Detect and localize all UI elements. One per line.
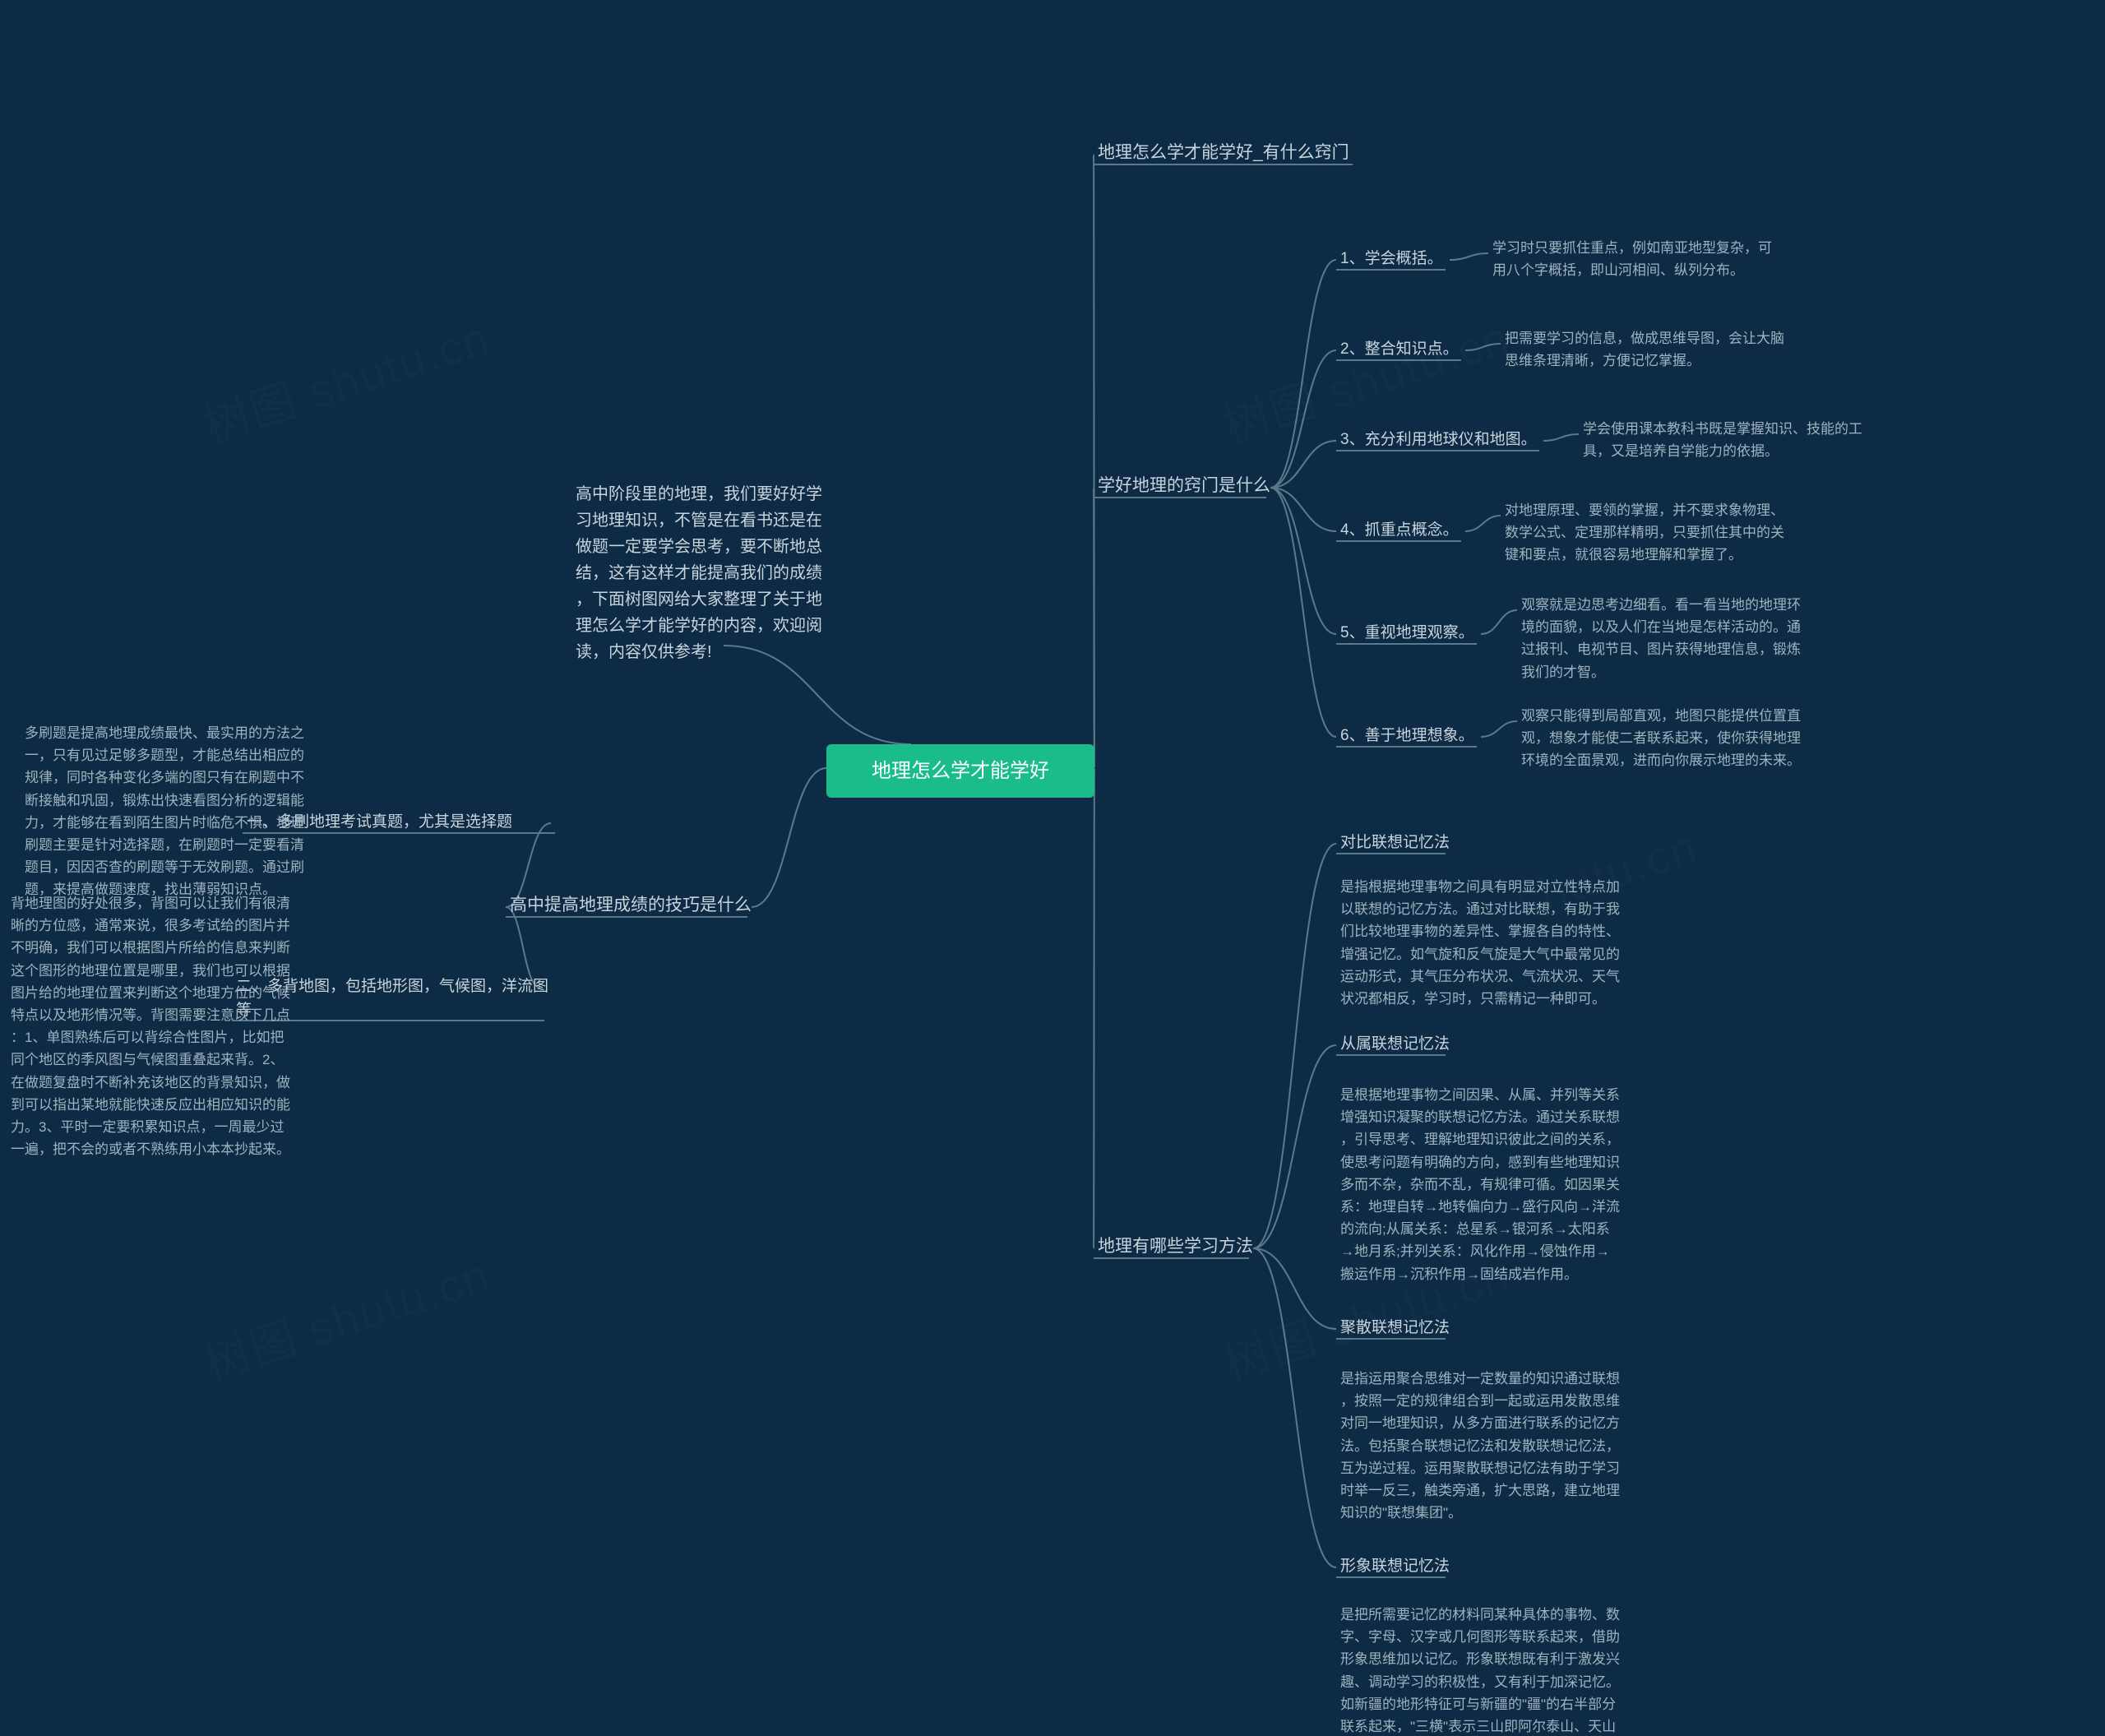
branch-left[interactable]: 高中提高地理成绩的技巧是什么: [510, 892, 752, 919]
leaf-r2c[interactable]: 3、充分利用地球仪和地图。: [1340, 428, 1537, 451]
leaf-r2f[interactable]: 6、善于地理想象。: [1340, 724, 1474, 748]
leaf-r2d[interactable]: 4、抓重点概念。: [1340, 518, 1459, 542]
desc-r3c: 是指运用聚合思维对一定数量的知识通过联想 ，按照一定的规律组合到一起或运用发散思…: [1340, 1368, 1694, 1524]
desc-l1: 多刷题是提高地理成绩最快、最实用的方法之 一，只有见过足够多题型，才能总结出相应…: [25, 722, 378, 901]
desc-r2d: 对地理原理、要领的掌握，并不要求象物理、 数学公式、定理那样精明，只要抓住其中的…: [1505, 499, 1858, 567]
desc-r2b: 把需要学习的信息，做成思维导图，会让大脑 思维条理清晰，方便记忆掌握。: [1505, 327, 1858, 372]
desc-r2c: 学会使用课本教科书既是掌握知识、技能的工 具，又是培养自学能力的依据。: [1583, 418, 1936, 462]
intro-text: 高中阶段里的地理，我们要好好学 习地理知识，不管是在看书还是在 做题一定要学会思…: [576, 481, 872, 665]
desc-r3d: 是把所需要记忆的材料同某种具体的事物、数 字、字母、汉字或几何图形等联系起来，借…: [1340, 1604, 1694, 1736]
desc-r2e: 观察就是边思考边细看。看一看当地的地理环 境的面貌，以及人们在当地是怎样活动的。…: [1521, 594, 1875, 683]
branch-r1[interactable]: 地理怎么学才能学好_有什么窍门: [1098, 140, 1349, 167]
desc-r3b: 是根据地理事物之间因果、从属、并列等关系 增强知识凝聚的联想记忆方法。通过关系联…: [1340, 1084, 1694, 1285]
leaf-r2b[interactable]: 2、整合知识点。: [1340, 337, 1459, 361]
branch-r3[interactable]: 地理有哪些学习方法: [1098, 1234, 1253, 1261]
leaf-r2a[interactable]: 1、学会概括。: [1340, 247, 1443, 271]
root-node[interactable]: 地理怎么学才能学好: [826, 744, 1094, 798]
desc-r3a: 是指根据地理事物之间具有明显对立性特点加 以联想的记忆方法。通过对比联想，有助于…: [1340, 876, 1694, 1010]
leaf-r2e[interactable]: 5、重视地理观察。: [1340, 621, 1474, 645]
leaf-r3d[interactable]: 形象联想记忆法: [1340, 1554, 1450, 1578]
leaf-r3b[interactable]: 从属联想记忆法: [1340, 1032, 1450, 1056]
leaf-r3c[interactable]: 聚散联想记忆法: [1340, 1316, 1450, 1340]
leaf-r3a[interactable]: 对比联想记忆法: [1340, 831, 1450, 854]
desc-r2a: 学习时只要抓住重点，例如南亚地型复杂，可 用八个字概括，即山河相间、纵列分布。: [1492, 237, 1846, 281]
desc-r2f: 观察只能得到局部直观，地图只能提供位置直 观，想象才能使二者联系起来，使你获得地…: [1521, 705, 1875, 772]
desc-l2: 背地理图的好处很多，背图可以让我们有很清 晰的方位感，通常来说，很多考试给的图片…: [11, 892, 364, 1160]
branch-r2[interactable]: 学好地理的窍门是什么: [1098, 473, 1270, 500]
